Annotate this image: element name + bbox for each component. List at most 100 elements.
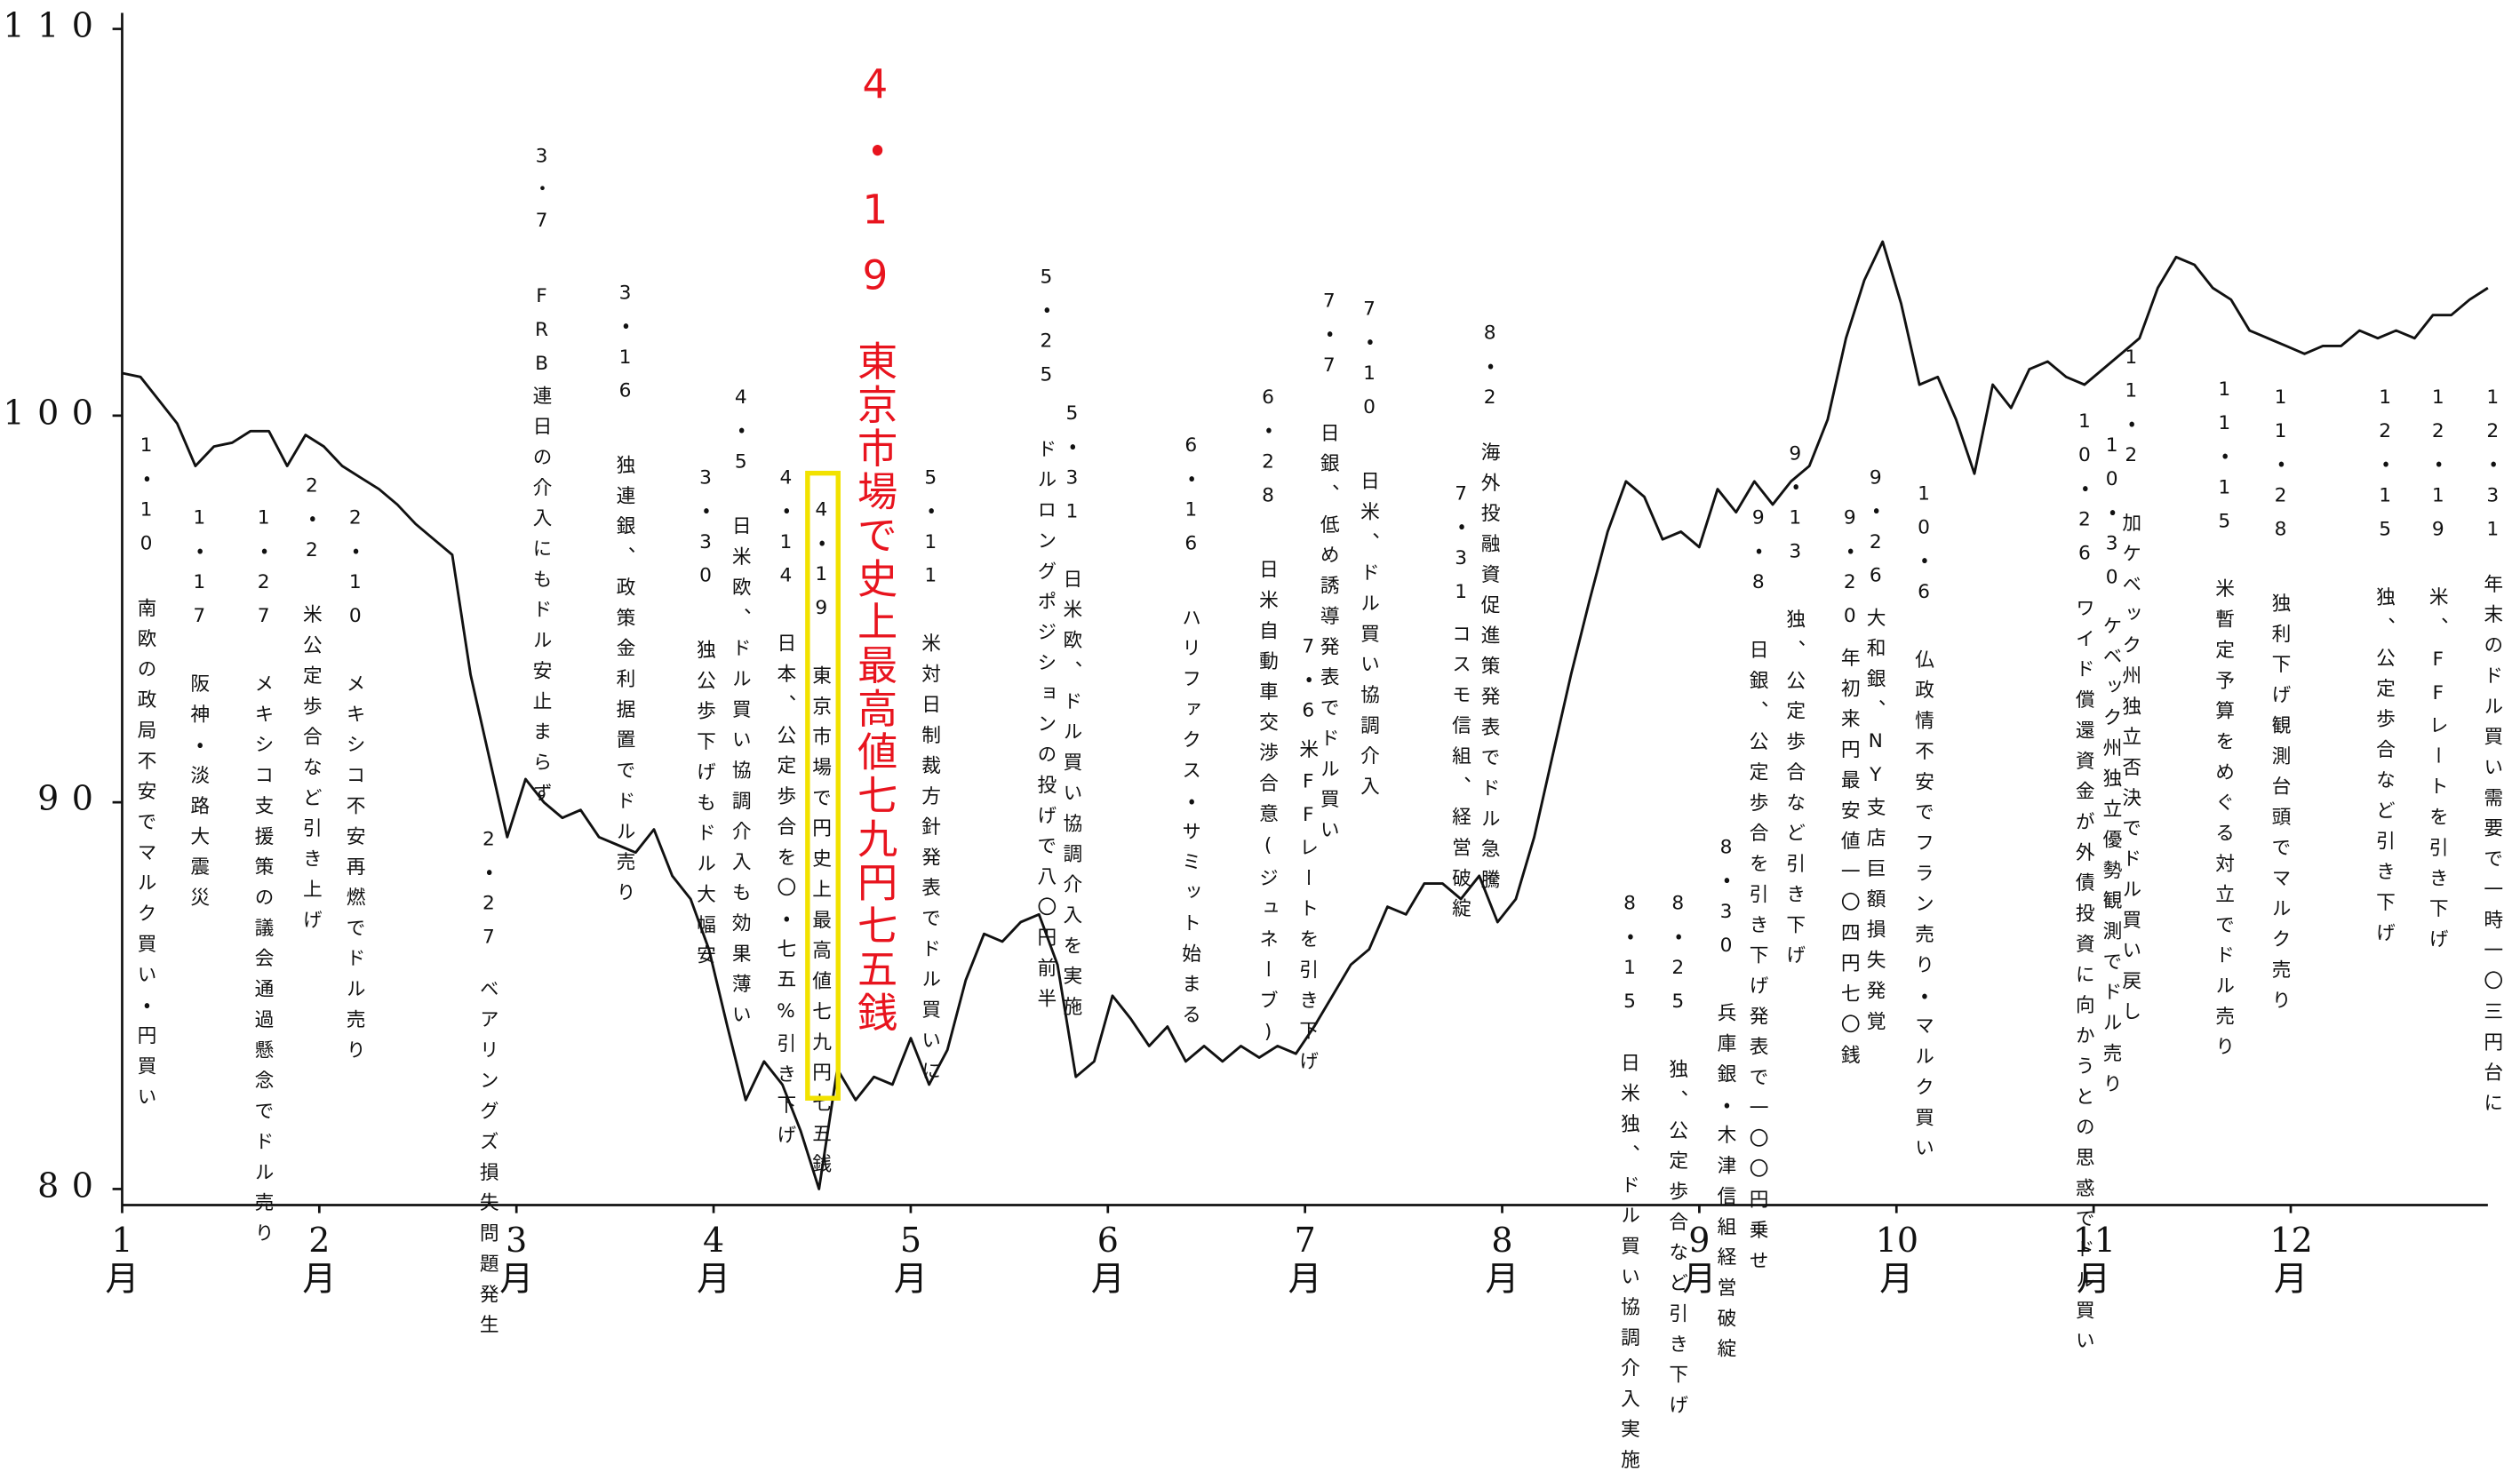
annotation: 12・15 独、公定歩合など引き下げ bbox=[2373, 386, 2396, 952]
x-tick-label: 4月 bbox=[697, 1221, 731, 1299]
annotation-text: コスモ信組、経営破綻 bbox=[1449, 623, 1472, 929]
annotation-text: 米FFレートを引き下げ bbox=[1296, 739, 1320, 1082]
annotation-date: 2・10 bbox=[344, 505, 367, 639]
annotation: 8・30 兵庫銀・木津信組経営破綻 bbox=[1715, 836, 1737, 1369]
annotation-date: 9・26 bbox=[1864, 465, 1887, 598]
annotation: 5・31 日米欧、ドル買い協調介入を実施 bbox=[1061, 402, 1083, 1027]
annotation: 4・14 日本、公定歩合を〇・七五%引き下げ bbox=[775, 466, 797, 1156]
annotation-text: ケベック州独立優勢観測でドル売り bbox=[2100, 615, 2124, 1104]
annotation: 9・13 独、公定歩合など引き下げ bbox=[1784, 442, 1806, 975]
annotation-date: 11・28 bbox=[2269, 386, 2293, 552]
annotation: 11・15 米暫定予算をめぐる対立でドル売り bbox=[2213, 378, 2236, 1067]
annotation-date: 9・13 bbox=[1783, 442, 1806, 574]
annotation-date: 9・20 bbox=[1838, 505, 1862, 639]
annotation-text: FRB連日の介入にもドル安止まらず bbox=[530, 284, 554, 814]
chart-area: 80 90 100 110 1月 2月 3月 4月 5月 6月 7月 8月 9月 10月 11月 12月 1・1… bbox=[3, 6, 2504, 1480]
x-tick-label: 7月 bbox=[1288, 1221, 1322, 1299]
annotation-text: 仏政情不安でフラン売り・マルク買い bbox=[1912, 648, 1935, 1168]
annotation-date: 9・8 bbox=[1747, 505, 1770, 605]
highlight-box bbox=[805, 470, 841, 1101]
annotation-text: 年末のドル買い需要で一時一〇三円台に bbox=[2481, 573, 2504, 1124]
annotation: 9・8 日銀、公定歩合を引き下げ発表で一〇〇円乗せ bbox=[1747, 506, 1769, 1281]
annotation-text: 日米、ドル買い協調介入 bbox=[1358, 470, 1381, 807]
annotation-text: 日銀、公定歩合を引き下げ発表で一〇〇円乗せ bbox=[1747, 639, 1770, 1281]
annotation: 11・2 加ケベック州独立否決でドル買い戻し bbox=[2120, 346, 2142, 1031]
annotation: 8・25 独、公定歩合など引き下げ bbox=[1667, 892, 1689, 1425]
highlight-annotation: 4・19 東京市場で史上最高値七九円七五銭 bbox=[851, 60, 899, 1035]
annotation: 2・27 ベアリングズ損失問題発生 bbox=[477, 827, 499, 1344]
annotation: 7・10 日米、ドル買い協調介入 bbox=[1358, 298, 1380, 807]
annotation: 9・26 大和銀、NY支店巨額損失発覚 bbox=[1864, 466, 1886, 1042]
x-tick-label: 2月 bbox=[302, 1221, 337, 1299]
annotation-date: 8・15 bbox=[1618, 891, 1641, 1024]
annotation-date: 5・11 bbox=[919, 465, 942, 598]
annotation-text: ハリファクス・サミット始まる bbox=[1179, 607, 1202, 1035]
annotation-date: 10・30 bbox=[2100, 434, 2124, 600]
annotation-text: 日米欧、ドル買い協調介入を実施 bbox=[1060, 569, 1084, 1027]
annotation-text: 日米自動車交渉合意(ジュネーブ) bbox=[1256, 559, 1280, 1054]
annotation-text: 阪神・淡路大震災 bbox=[187, 672, 211, 918]
annotation: 7・7 日銀、低め誘導発表でドル買い bbox=[1318, 290, 1340, 850]
annotation-text: ベアリングズ損失問題発生 bbox=[477, 978, 500, 1345]
annotation-date: 7・7 bbox=[1318, 289, 1341, 387]
annotation: 3・30 独公歩下げもドル大幅安 bbox=[694, 466, 716, 975]
annotation-text: 日本、公定歩合を〇・七五%引き下げ bbox=[774, 633, 798, 1156]
annotation: 12・31 年末のドル買い需要で一時一〇三円台に bbox=[2482, 386, 2504, 1123]
y-tick-label: 100 bbox=[3, 393, 107, 432]
annotation: 5・11 米対日制裁方針発表でドル買いに bbox=[920, 466, 942, 1092]
x-tick-label: 6月 bbox=[1090, 1221, 1125, 1299]
annotation: 2・2 米公定歩合など引き上げ bbox=[300, 474, 323, 941]
annotation: 8・2 海外投融資促進策発表でドル急騰 bbox=[1479, 322, 1501, 900]
annotation-text: 日銀、低め誘導発表でドル買い bbox=[1318, 422, 1341, 850]
annotation-date: 5・25 bbox=[1034, 265, 1058, 397]
annotation-date: 6・28 bbox=[1256, 386, 1280, 518]
annotation-date: 1・10 bbox=[134, 434, 158, 566]
chart bbox=[112, 12, 2489, 1213]
annotation: 2・10 メキシコ不安再燃でドル売り bbox=[344, 506, 366, 1070]
annotation-date: 1・27 bbox=[251, 505, 275, 639]
annotation-text: 日米独、ドル買い協調介入実施 bbox=[1618, 1052, 1641, 1480]
annotation-text: ワイド償還資金が外債投資に向かうとの思惑でドル買い bbox=[2073, 597, 2096, 1361]
annotation-text: 独公歩下げもドル大幅安 bbox=[694, 639, 717, 975]
x-tick-label: 12月 bbox=[2269, 1221, 2313, 1299]
annotation-text: 米暫定予算をめぐる対立でドル売り bbox=[2213, 578, 2236, 1067]
annotation-text: 南欧の政局不安でマルク買い・円買い bbox=[134, 597, 158, 1118]
highlight-date: 4・19 bbox=[851, 60, 899, 319]
x-tick-label: 1月 bbox=[105, 1221, 140, 1299]
annotation-text: 米、FFレートを引き下げ bbox=[2427, 586, 2450, 959]
annotation-text: 独、公定歩合など引き下げ bbox=[1666, 1058, 1689, 1426]
y-tick-label: 110 bbox=[3, 6, 107, 45]
annotation-text: 大和銀、NY支店巨額損失発覚 bbox=[1864, 607, 1887, 1042]
annotation-text: 独、公定歩合など引き下げ bbox=[2373, 586, 2396, 953]
annotation-date: 7・31 bbox=[1449, 481, 1472, 614]
y-tick-label: 90 bbox=[37, 779, 107, 819]
annotation-text: 兵庫銀・木津信組経営破綻 bbox=[1714, 1002, 1738, 1370]
annotation: 1・10 南欧の政局不安でマルク買い・円買い bbox=[135, 434, 157, 1117]
annotation: 8・15 日米独、ドル買い協調介入実施 bbox=[1618, 892, 1640, 1480]
x-tick-label: 10月 bbox=[1875, 1221, 1919, 1299]
annotation-text: 米公定歩合など引き上げ bbox=[300, 604, 323, 941]
annotation: 6・16 ハリファクス・サミット始まる bbox=[1180, 434, 1202, 1034]
annotation-text: 独、公定歩合など引き下げ bbox=[1783, 609, 1806, 975]
annotation-date: 8・30 bbox=[1714, 835, 1738, 967]
x-tick-label: 3月 bbox=[499, 1221, 534, 1299]
annotation-text: 日米欧、ドル買い協調介入も効果薄い bbox=[730, 515, 753, 1035]
annotation: 10・6 仏政情不安でフラン売り・マルク買い bbox=[1912, 482, 1934, 1168]
annotation-date: 4・14 bbox=[774, 465, 798, 598]
annotation: 10・30 ケベック州独立優勢観測でドル売り bbox=[2101, 434, 2123, 1103]
annotation: 3・7 FRB連日の介入にもドル安止まらず bbox=[530, 145, 553, 813]
x-tick-label: 11月 bbox=[2072, 1221, 2116, 1299]
annotation-date: 2・2 bbox=[300, 473, 323, 572]
annotation: 9・20 年初来円最安値一〇四円七〇銭 bbox=[1838, 506, 1861, 1075]
annotation: 10・26 ワイド償還資金が外債投資に向かうとの思惑でドル買い bbox=[2073, 410, 2095, 1361]
annotation: 3・16 独連銀、政策金利据置でドル売り bbox=[614, 282, 636, 913]
annotation-text: 海外投融資促進策発表でドル急騰 bbox=[1479, 442, 1502, 900]
annotation-date: 10・6 bbox=[1912, 481, 1935, 614]
annotation-date: 3・16 bbox=[613, 281, 637, 413]
annotation: 7・31 コスモ信組、経営破綻 bbox=[1449, 482, 1471, 929]
annotation-date: 11・15 bbox=[2213, 378, 2236, 544]
annotation-date: 10・26 bbox=[2073, 410, 2096, 576]
annotation-date: 3・30 bbox=[694, 465, 717, 598]
x-tick-label: 5月 bbox=[893, 1221, 928, 1299]
annotation-date: 7・10 bbox=[1358, 297, 1381, 429]
